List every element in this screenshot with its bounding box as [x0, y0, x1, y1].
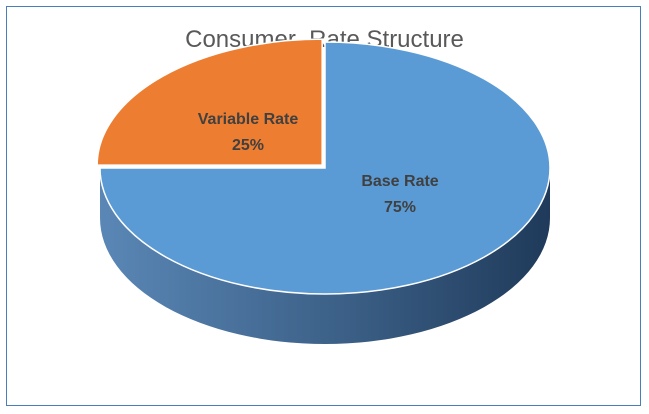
slice-name-label: Variable Rate [198, 111, 299, 128]
slice-value-label: 75% [384, 199, 416, 216]
pie-labels: Base Rate 75% Variable Rate 25% [198, 111, 439, 216]
pie-side-wall [100, 168, 550, 344]
pie-top [96, 38, 551, 295]
pie-slice-base-rate [99, 41, 551, 295]
slice-value-label: 25% [232, 137, 264, 154]
slice-name-label: Base Rate [361, 173, 438, 190]
pie-slice-variable-rate [96, 38, 323, 166]
